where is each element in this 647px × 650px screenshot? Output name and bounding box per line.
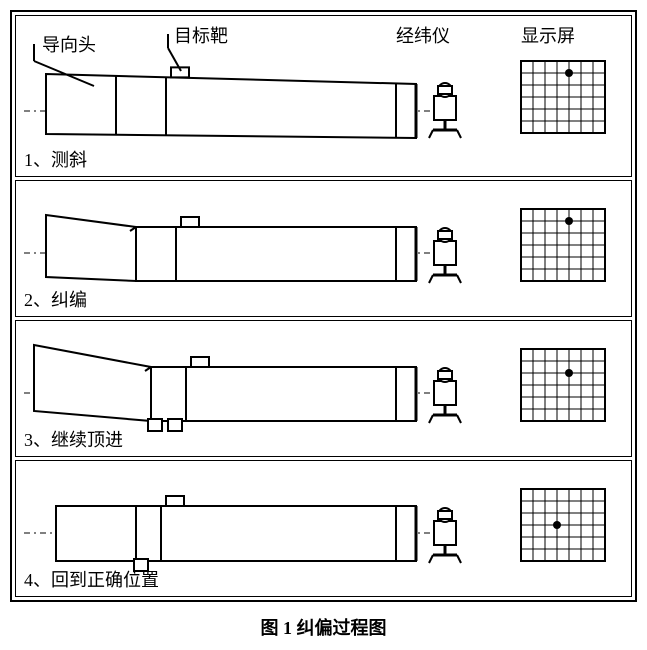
svg-text:导向头: 导向头 xyxy=(42,35,96,55)
svg-text:显示屏: 显示屏 xyxy=(521,26,575,46)
svg-text:3、继续顶进: 3、继续顶进 xyxy=(24,430,123,450)
svg-text:4、回到正确位置: 4、回到正确位置 xyxy=(24,570,159,590)
svg-text:目标靶: 目标靶 xyxy=(174,26,228,46)
panel-2: 2、纠编 xyxy=(15,180,632,317)
svg-text:1、测斜: 1、测斜 xyxy=(24,150,87,170)
panel-1: 1、测斜 导向头 目标靶 经纬仪 显示屏 xyxy=(15,15,632,177)
svg-text:经纬仪: 经纬仪 xyxy=(396,26,450,46)
svg-text:2、纠编: 2、纠编 xyxy=(24,290,87,310)
panel-3: 3、继续顶进 xyxy=(15,320,632,457)
panel-4: 4、回到正确位置 xyxy=(15,460,632,597)
figure-caption: 图 1 纠偏过程图 xyxy=(10,614,637,640)
